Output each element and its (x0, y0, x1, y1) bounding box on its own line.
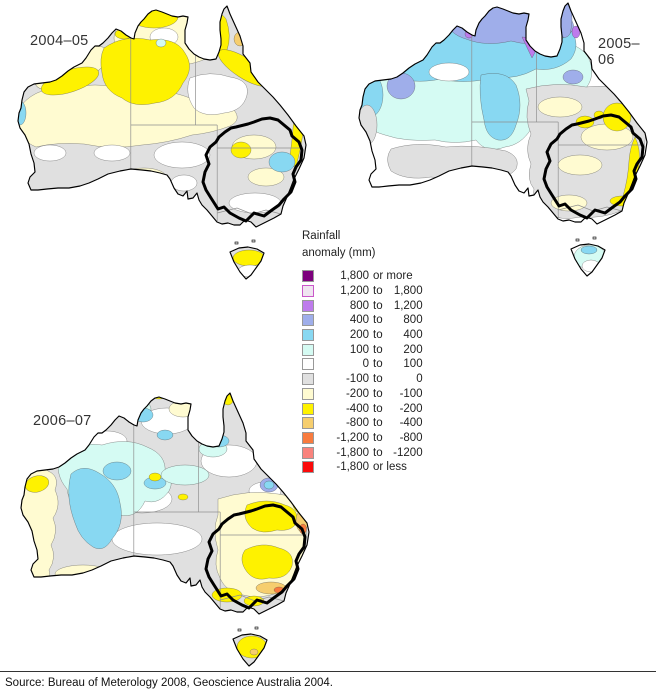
legend: Rainfall anomaly (mm) 1,800 or more 1,200 t… (302, 228, 482, 475)
map-svg-2004-05 (17, 5, 307, 280)
legend-range-to: 200 (403, 343, 423, 356)
legend-rows: 1,800 or more 1,200 to 1,800 800 to 1,200 400 to 8… (302, 269, 482, 475)
source-note: Source: Bureau of Meterology 2008, Geosc… (5, 677, 333, 689)
legend-range-joiner: to (373, 431, 383, 444)
legend-title-line1: Rainfall (302, 230, 341, 242)
legend-item: -1,200 to -800 (302, 431, 482, 446)
legend-swatch (302, 387, 314, 400)
legend-swatch (302, 285, 314, 298)
legend-swatch (302, 417, 314, 430)
legend-range-joiner: to (373, 329, 383, 342)
legend-item: -400 to -200 (302, 401, 482, 416)
map-2006-07 (7, 379, 317, 684)
legend-range-from: 1,800 (340, 270, 369, 283)
legend-range-from: -1,200 (336, 431, 369, 444)
legend-range-joiner: to (373, 387, 383, 400)
legend-swatch (302, 446, 314, 459)
legend-swatch (302, 270, 314, 283)
legend-item: -800 to -400 (302, 416, 482, 431)
legend-range-from: 1,200 (340, 285, 369, 298)
legend-range-joiner: to (373, 417, 383, 430)
legend-range-from: 400 (349, 314, 369, 327)
legend-range-from: 0 (362, 358, 369, 371)
legend-swatch (302, 402, 314, 415)
legend-range-from: 800 (349, 299, 369, 312)
legend-range-joiner: or more (373, 270, 413, 283)
legend-swatch (302, 461, 314, 474)
legend-range-from: -1,800 (336, 446, 369, 459)
legend-item: 1,800 or more (302, 269, 482, 284)
map-title-2004-05: 2004–05 (30, 33, 89, 49)
legend-range-to: -400 (399, 417, 423, 430)
map-svg-2006-07 (20, 392, 310, 667)
legend-item: 200 to 400 (302, 328, 482, 343)
legend-swatch (302, 343, 314, 356)
legend-range-joiner: to (373, 285, 383, 298)
legend-range-joiner: to (373, 446, 383, 459)
legend-item: -100 to 0 (302, 372, 482, 387)
legend-item: -200 to -100 (302, 387, 482, 402)
legend-range-to: 400 (403, 329, 423, 342)
source-divider (0, 671, 656, 672)
rainfall-regions-2004-05 (18, 6, 306, 279)
map-title-2005-06: 2005–06 (598, 36, 640, 68)
legend-range-joiner: to (373, 358, 383, 371)
legend-item: 100 to 200 (302, 342, 482, 357)
legend-item: -1,800 to -1200 (302, 445, 482, 460)
legend-range-joiner: to (373, 402, 383, 415)
legend-item: 1,200 to 1,800 (302, 284, 482, 299)
legend-range-from: -400 (345, 402, 369, 415)
legend-item: 800 to 1,200 (302, 298, 482, 313)
map-svg-2005-06 (358, 2, 648, 277)
legend-range-joiner: to (373, 299, 383, 312)
legend-range-from: -100 (345, 373, 369, 386)
legend-range-from: 200 (349, 329, 369, 342)
legend-item: -1,800 or less (302, 460, 482, 475)
legend-range-to: 100 (403, 358, 423, 371)
legend-swatch (302, 431, 314, 444)
legend-swatch (302, 358, 314, 371)
legend-range-to: -100 (399, 387, 423, 400)
legend-range-joiner: to (373, 314, 383, 327)
legend-swatch (302, 329, 314, 342)
rainfall-regions-2006-07 (21, 393, 309, 666)
legend-range-to: -800 (399, 431, 423, 444)
legend-range-from: -800 (345, 417, 369, 430)
legend-range-from: 100 (349, 343, 369, 356)
legend-swatch (302, 314, 314, 327)
legend-range-to: 1,200 (393, 299, 423, 312)
legend-range-joiner: or less (373, 461, 407, 474)
map-2004-05 (4, 0, 314, 297)
legend-range-joiner: to (373, 373, 383, 386)
legend-range-from: -200 (345, 387, 369, 400)
legend-range-to: 0 (416, 373, 423, 386)
legend-range-from: -1,800 (336, 461, 369, 474)
map-title-2006-07: 2006–07 (33, 413, 92, 429)
legend-range-to: -200 (399, 402, 423, 415)
legend-range-to: 1,800 (393, 285, 423, 298)
legend-title-line2: anomaly (mm) (302, 247, 376, 259)
legend-range-to: -1200 (393, 446, 423, 459)
legend-swatch (302, 299, 314, 312)
legend-range-joiner: to (373, 343, 383, 356)
legend-swatch (302, 373, 314, 386)
legend-item: 0 to 100 (302, 357, 482, 372)
legend-range-to: 800 (403, 314, 423, 327)
legend-item: 400 to 800 (302, 313, 482, 328)
map-2005-06 (345, 0, 655, 294)
